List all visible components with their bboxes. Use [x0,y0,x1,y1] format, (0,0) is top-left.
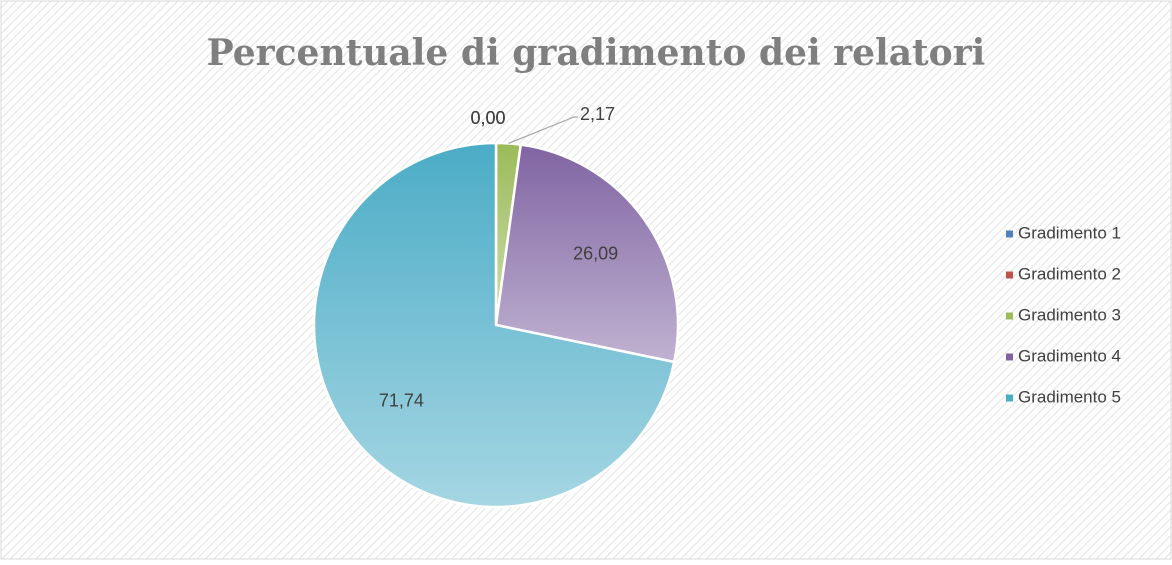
pie-slice [494,143,680,364]
legend-swatch [1006,353,1013,361]
legend-swatch [1006,394,1013,402]
data-label: 0,00 [470,108,505,128]
legend-label: Gradimento 4 [1018,346,1121,365]
legend-label: Gradimento 5 [1018,387,1121,406]
legend-swatch [1006,271,1013,279]
data-label: 0,00 [470,108,505,128]
data-label: 26,09 [573,243,618,263]
leader-line [508,116,578,144]
data-label: 2,17 [580,104,615,124]
legend-swatch [1006,230,1013,238]
data-label: 71,74 [379,391,424,411]
pie-slice [312,141,676,509]
chart-title: Percentuale di gradimento dei relatori [207,32,986,74]
legend-label: Gradimento 1 [1018,223,1121,242]
legend-label: Gradimento 2 [1018,264,1121,283]
legend-label: Gradimento 3 [1018,305,1121,324]
legend-swatch [1006,312,1013,320]
